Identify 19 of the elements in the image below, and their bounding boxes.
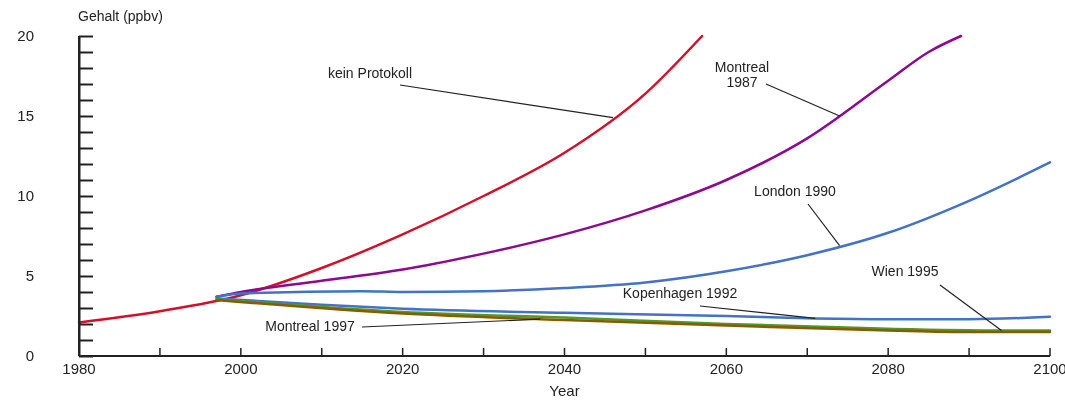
annotation: Kopenhagen 1992	[622, 285, 738, 301]
x-tick-label: 2020	[385, 360, 420, 377]
y-tick-label: 20	[17, 27, 34, 45]
y-tick-label: 15	[17, 107, 34, 125]
x-tick-label: 2080	[871, 360, 905, 377]
annotation: London 1990	[754, 183, 837, 199]
x-tick-label: 1980	[62, 360, 96, 377]
x-axis-title: Year	[549, 382, 580, 399]
y-tick-label: 10	[17, 187, 34, 205]
y-tick-label: 0	[25, 347, 34, 365]
annotation: kein Protokoll	[327, 65, 413, 81]
x-tick-label: 2060	[709, 360, 744, 377]
annotation: Wien 1995	[871, 263, 939, 279]
x-tick-label: 2040	[547, 360, 582, 377]
y-axis-title: Gehalt (ppbv)	[78, 8, 163, 24]
annotation: Montreal 1987	[714, 59, 770, 90]
x-tick-label: 2000	[224, 360, 258, 377]
y-tick-label: 5	[25, 267, 34, 285]
annotation: Montreal 1997	[265, 318, 355, 334]
